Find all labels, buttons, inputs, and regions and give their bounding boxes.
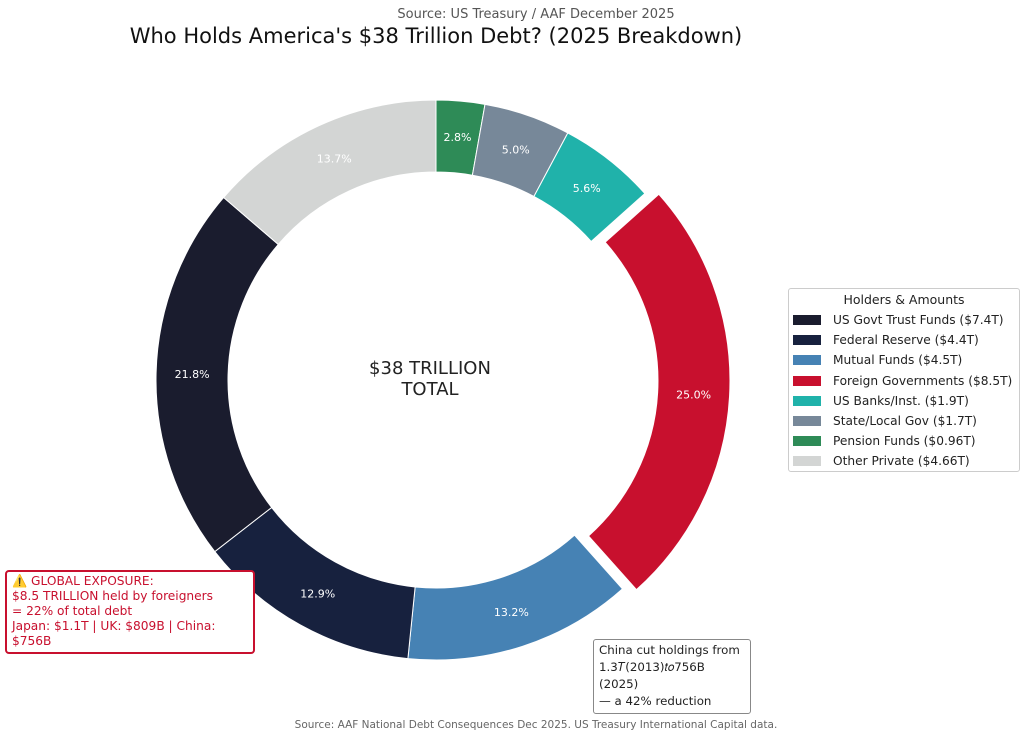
slice-label-other-private: 13.7% bbox=[317, 152, 352, 165]
donut-slice-labels: 2.8% 5.0% 5.6% 25.0% 13.2% 12.9% 21.8% 13.7% bbox=[175, 131, 711, 619]
global-exposure-annotation: ⚠️ GLOBAL EXPOSURE: $8.5 TRILLION held b… bbox=[5, 570, 255, 654]
legend-item-mutual-funds: Mutual Funds ($4.5T) bbox=[789, 350, 1019, 370]
slice-label-federal-reserve: 12.9% bbox=[300, 587, 335, 600]
legend-item-us-banks-inst: US Banks/Inst. ($1.9T) bbox=[789, 391, 1019, 411]
legend-label-us-banks-inst: US Banks/Inst. ($1.9T) bbox=[833, 393, 969, 408]
slice-other-private bbox=[222, 99, 437, 246]
legend-label-other-private: Other Private ($4.66T) bbox=[833, 454, 970, 469]
legend-label-state-local-gov: State/Local Gov ($1.7T) bbox=[833, 414, 977, 429]
legend-label-foreign-governments: Foreign Governments ($8.5T) bbox=[833, 373, 1013, 388]
china-annotation-line-1: China cut holdings from bbox=[599, 643, 740, 657]
slice-foreign-governments bbox=[587, 193, 731, 591]
slice-label-pension-funds: 2.8% bbox=[443, 131, 471, 144]
donut-slices bbox=[155, 99, 731, 661]
chart-footer: Source: AAF National Debt Consequences D… bbox=[294, 719, 778, 731]
legend-swatch-federal-reserve bbox=[793, 335, 821, 346]
legend-label-mutual-funds: Mutual Funds ($4.5T) bbox=[833, 353, 963, 368]
legend-item-other-private: Other Private ($4.66T) bbox=[789, 451, 1019, 471]
legend-swatch-state-local-gov bbox=[793, 416, 821, 427]
center-label-line-2: TOTAL bbox=[401, 379, 459, 400]
slice-label-us-govt-trust-funds: 21.8% bbox=[175, 368, 210, 381]
slice-label-foreign-governments: 25.0% bbox=[676, 389, 711, 402]
china-annotation-line-3: — a 42% reduction bbox=[599, 694, 712, 708]
legend-item-us-govt-trust-funds: US Govt Trust Funds ($7.4T) bbox=[789, 310, 1019, 330]
chart-legend: Holders & Amounts US Govt Trust Funds ($… bbox=[788, 288, 1020, 472]
chart-title: Who Holds America's $38 Trillion Debt? (… bbox=[129, 24, 743, 48]
slice-us-banks-inst bbox=[533, 132, 646, 243]
legend-swatch-us-govt-trust-funds bbox=[793, 315, 821, 326]
legend-items: US Govt Trust Funds ($7.4T) Federal Reser… bbox=[789, 310, 1019, 472]
legend-item-federal-reserve: Federal Reserve ($4.4T) bbox=[789, 330, 1019, 350]
donut-center-label: $38 TRILLION TOTAL bbox=[330, 358, 530, 400]
slice-label-us-banks-inst: 5.6% bbox=[573, 182, 601, 195]
china-annotation-line-2: 1.3𝑇(2013)𝑡𝑜756B (2025) bbox=[599, 660, 705, 691]
center-label-line-1: $38 TRILLION bbox=[369, 358, 491, 379]
legend-item-pension-funds: Pension Funds ($0.96T) bbox=[789, 431, 1019, 451]
legend-item-state-local-gov: State/Local Gov ($1.7T) bbox=[789, 411, 1019, 431]
legend-swatch-mutual-funds bbox=[793, 355, 821, 366]
legend-swatch-foreign-governments bbox=[793, 375, 821, 386]
legend-swatch-pension-funds bbox=[793, 436, 821, 447]
global-exposure-line-1: $8.5 TRILLION held by foreigners bbox=[12, 589, 214, 603]
slice-mutual-funds bbox=[407, 534, 624, 661]
global-exposure-line-2: = 22% of total debt bbox=[12, 604, 133, 618]
legend-title: Holders & Amounts bbox=[843, 292, 965, 307]
legend-label-us-govt-trust-funds: US Govt Trust Funds ($7.4T) bbox=[833, 313, 1004, 328]
legend-swatch-other-private bbox=[793, 456, 821, 467]
global-exposure-heading: ⚠️ GLOBAL EXPOSURE: bbox=[12, 574, 154, 588]
legend-swatch-us-banks-inst bbox=[793, 395, 821, 406]
legend-label-pension-funds: Pension Funds ($0.96T) bbox=[833, 434, 976, 449]
china-annotation: China cut holdings from 1.3𝑇(2013)𝑡𝑜756B… bbox=[593, 639, 751, 714]
chart-subtitle: Source: US Treasury / AAF December 2025 bbox=[397, 7, 675, 22]
legend-label-federal-reserve: Federal Reserve ($4.4T) bbox=[833, 333, 979, 348]
global-exposure-line-3: Japan: $1.1T | UK: $809B | China: $756B bbox=[12, 619, 216, 648]
legend-item-foreign-governments: Foreign Governments ($8.5T) bbox=[789, 371, 1019, 391]
slice-label-state-local-gov: 5.0% bbox=[502, 143, 530, 156]
slice-label-mutual-funds: 13.2% bbox=[494, 606, 529, 619]
